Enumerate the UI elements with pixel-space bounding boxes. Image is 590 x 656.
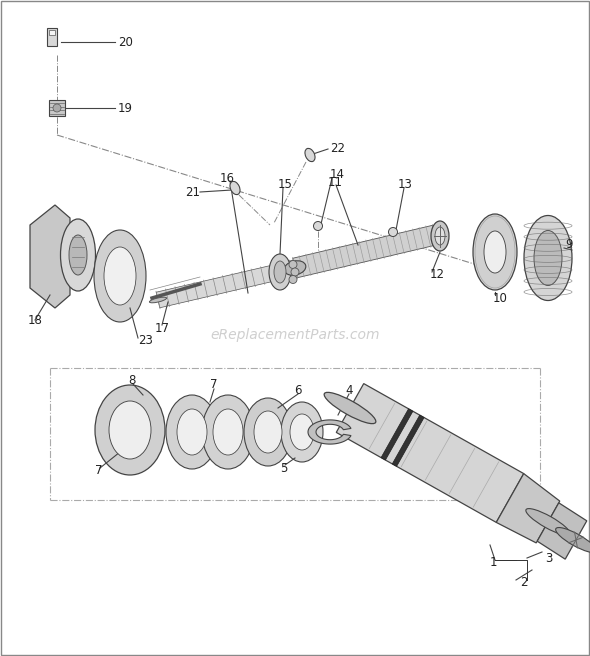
Text: 9: 9 bbox=[565, 239, 572, 251]
Polygon shape bbox=[156, 232, 417, 308]
Text: 18: 18 bbox=[28, 314, 43, 327]
Ellipse shape bbox=[473, 214, 517, 290]
Ellipse shape bbox=[431, 221, 449, 251]
Bar bbox=[49, 100, 65, 116]
Ellipse shape bbox=[290, 414, 314, 450]
Polygon shape bbox=[30, 205, 70, 308]
Text: 6: 6 bbox=[294, 384, 301, 396]
Text: 14: 14 bbox=[330, 169, 345, 182]
Text: 12: 12 bbox=[430, 268, 445, 281]
Ellipse shape bbox=[244, 398, 292, 466]
Text: 10: 10 bbox=[493, 291, 508, 304]
Ellipse shape bbox=[53, 104, 61, 112]
Text: 7: 7 bbox=[95, 464, 103, 476]
Ellipse shape bbox=[274, 261, 286, 283]
Ellipse shape bbox=[177, 409, 207, 455]
Bar bbox=[49, 30, 55, 35]
Ellipse shape bbox=[289, 260, 297, 268]
Ellipse shape bbox=[149, 297, 166, 303]
Text: 8: 8 bbox=[128, 373, 135, 386]
Text: 2: 2 bbox=[520, 575, 527, 588]
Ellipse shape bbox=[388, 228, 398, 237]
Text: 20: 20 bbox=[118, 35, 133, 49]
Text: 21: 21 bbox=[185, 186, 200, 199]
Polygon shape bbox=[336, 384, 524, 522]
Ellipse shape bbox=[284, 260, 306, 276]
Ellipse shape bbox=[524, 216, 572, 300]
Ellipse shape bbox=[291, 268, 299, 276]
Text: 19: 19 bbox=[118, 102, 133, 115]
Ellipse shape bbox=[166, 395, 218, 469]
Bar bbox=[47, 28, 57, 46]
Ellipse shape bbox=[281, 402, 323, 462]
Ellipse shape bbox=[95, 385, 165, 475]
Polygon shape bbox=[293, 225, 437, 277]
Text: 22: 22 bbox=[330, 142, 345, 155]
Polygon shape bbox=[308, 420, 351, 444]
Text: 5: 5 bbox=[280, 462, 287, 474]
Ellipse shape bbox=[104, 247, 136, 305]
Ellipse shape bbox=[213, 409, 243, 455]
Ellipse shape bbox=[69, 235, 87, 275]
Text: 11: 11 bbox=[328, 176, 343, 188]
Text: 7: 7 bbox=[210, 379, 218, 392]
Text: 23: 23 bbox=[138, 333, 153, 346]
Ellipse shape bbox=[305, 148, 315, 161]
Ellipse shape bbox=[269, 254, 291, 290]
Polygon shape bbox=[381, 409, 413, 460]
Polygon shape bbox=[537, 503, 587, 559]
Ellipse shape bbox=[526, 508, 570, 535]
Ellipse shape bbox=[289, 276, 297, 283]
Text: 16: 16 bbox=[220, 171, 235, 184]
Ellipse shape bbox=[313, 222, 323, 230]
Ellipse shape bbox=[202, 395, 254, 469]
Ellipse shape bbox=[94, 230, 146, 322]
Text: 17: 17 bbox=[155, 321, 170, 335]
Ellipse shape bbox=[254, 411, 282, 453]
Polygon shape bbox=[496, 474, 560, 543]
Ellipse shape bbox=[109, 401, 151, 459]
Text: 15: 15 bbox=[278, 178, 293, 192]
Text: 4: 4 bbox=[345, 384, 352, 396]
Text: 13: 13 bbox=[398, 178, 413, 192]
Text: 3: 3 bbox=[545, 552, 552, 565]
Ellipse shape bbox=[484, 231, 506, 273]
Text: 1: 1 bbox=[490, 556, 497, 569]
Ellipse shape bbox=[324, 392, 376, 424]
Polygon shape bbox=[392, 415, 424, 466]
Text: eReplacementParts.com: eReplacementParts.com bbox=[210, 328, 380, 342]
Ellipse shape bbox=[534, 230, 562, 285]
Ellipse shape bbox=[61, 219, 96, 291]
Ellipse shape bbox=[556, 527, 590, 552]
Ellipse shape bbox=[435, 227, 445, 245]
Ellipse shape bbox=[230, 181, 240, 195]
